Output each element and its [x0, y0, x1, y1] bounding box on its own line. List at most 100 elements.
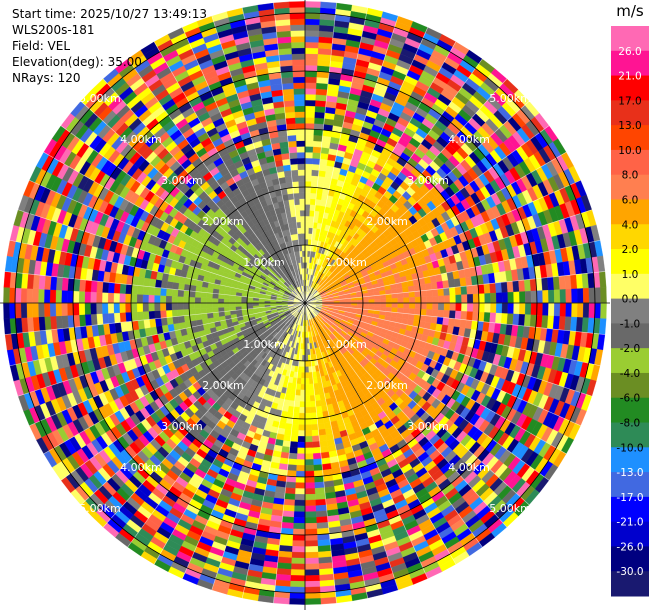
gate-cell — [304, 146, 314, 153]
gate-cell — [212, 297, 219, 304]
gate-cell — [282, 440, 291, 448]
gate-cell — [304, 372, 310, 379]
gate-cell — [241, 299, 248, 304]
gate-cell — [55, 315, 63, 330]
gate-cell — [283, 498, 295, 506]
gate-cell — [252, 302, 259, 306]
gate-cell — [314, 105, 326, 113]
gate-cell — [483, 283, 491, 294]
gate-cell — [443, 310, 450, 319]
gate-cell — [518, 279, 526, 292]
gate-cell — [304, 528, 318, 536]
gate-cell — [318, 428, 327, 436]
gate-cell — [391, 302, 398, 309]
gate-cell — [443, 287, 450, 296]
gate-cell — [113, 282, 121, 294]
gate-cell — [304, 233, 309, 240]
gate-cell — [310, 418, 318, 425]
gate-cell — [43, 289, 51, 304]
gate-cell — [285, 481, 296, 489]
gate-cell — [318, 434, 327, 442]
gate-cell — [454, 286, 462, 296]
gate-cell — [287, 405, 295, 413]
gate-cell — [304, 349, 308, 356]
gate-cell — [472, 293, 480, 304]
gate-cell — [154, 302, 161, 312]
gate-cell — [536, 302, 543, 316]
gate-cell — [293, 505, 306, 512]
gate-cell — [183, 296, 190, 304]
gate-cell — [304, 47, 319, 55]
gate-cell — [61, 290, 68, 304]
gate-cell — [301, 354, 306, 362]
gate-cell — [300, 378, 306, 385]
gate-cell — [201, 313, 208, 320]
gate-cell — [177, 315, 185, 324]
gate-cell — [314, 117, 325, 125]
gate-cell — [313, 388, 320, 396]
gate-cell — [431, 288, 439, 297]
gate-cell — [304, 175, 312, 182]
gate-cell — [403, 302, 410, 309]
gate-cell — [293, 511, 306, 518]
gate-cell — [300, 372, 306, 379]
gate-cell — [304, 430, 313, 437]
gate-cell — [252, 300, 259, 304]
gate-cell — [84, 302, 91, 315]
gate-cell — [72, 302, 80, 316]
gate-cell — [430, 281, 438, 290]
gate-cell — [304, 418, 312, 425]
gate-cell — [304, 459, 314, 466]
gate-cell — [513, 291, 520, 304]
gate-cell — [246, 299, 254, 304]
gate-cell — [449, 302, 456, 312]
gate-cell — [194, 308, 202, 315]
gate-cell — [160, 317, 168, 326]
gate-cell — [289, 586, 306, 594]
gate-cell — [229, 302, 236, 308]
gate-cell — [356, 302, 364, 307]
gate-cell — [438, 302, 445, 311]
gate-cell — [304, 383, 310, 391]
gate-cell — [317, 53, 332, 61]
gate-cell — [14, 302, 22, 319]
gate-cell — [296, 459, 306, 466]
gate-cell — [313, 464, 323, 472]
gate-cell — [177, 289, 185, 297]
gate-cell — [304, 360, 309, 367]
gate-cell — [397, 302, 404, 309]
gate-cell — [495, 292, 503, 304]
gate-cell — [304, 53, 319, 60]
gate-cell — [304, 244, 309, 252]
gate-cell — [183, 302, 190, 310]
gate-cell — [368, 302, 375, 307]
gate-cell — [304, 227, 310, 234]
gate-cell — [200, 291, 208, 298]
gate-cell — [296, 447, 306, 454]
gate-cell — [55, 276, 63, 291]
gate-cell — [300, 383, 306, 391]
gate-cell — [113, 312, 121, 324]
gate-cell — [420, 308, 427, 316]
gate-cell — [559, 289, 567, 304]
gate-cell — [304, 24, 320, 31]
gate-cell — [314, 481, 325, 489]
gate-cell — [165, 302, 172, 311]
gate-cell — [188, 308, 196, 316]
gate-cell — [304, 1, 321, 8]
gate-cell — [530, 290, 538, 304]
gate-cell — [188, 302, 196, 310]
gate-cell — [506, 313, 514, 325]
gate-cell — [408, 291, 416, 298]
gate-cell — [571, 302, 578, 318]
gate-cell — [217, 302, 225, 308]
gate-cell — [426, 302, 433, 310]
gate-cell — [310, 412, 318, 420]
gate-cell — [536, 290, 543, 304]
gate-cell — [374, 298, 381, 304]
gate-cell — [301, 360, 306, 367]
gate-cell — [319, 440, 328, 448]
gate-cell — [177, 302, 184, 310]
gate-cell — [385, 302, 393, 308]
gate-cell — [235, 299, 242, 304]
